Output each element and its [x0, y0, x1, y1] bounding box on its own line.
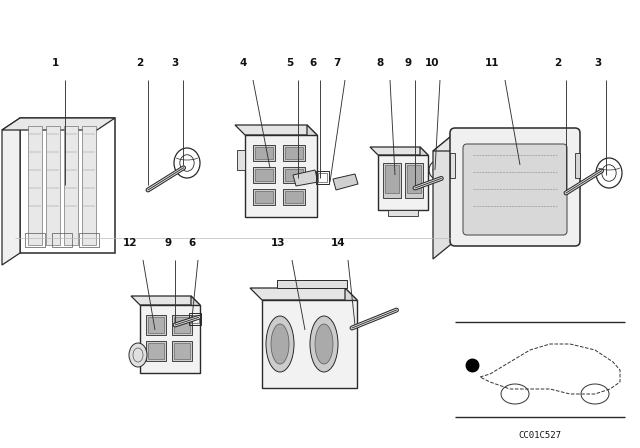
Polygon shape [293, 170, 318, 186]
Text: 2: 2 [554, 58, 562, 68]
Polygon shape [250, 288, 357, 300]
Bar [237, 150, 245, 170]
Polygon shape [433, 133, 455, 259]
Text: 2: 2 [136, 58, 143, 68]
Bar [283, 145, 305, 161]
Bar [140, 305, 200, 373]
Bar [262, 300, 357, 388]
Text: 8: 8 [376, 58, 383, 68]
Bar [253, 167, 275, 183]
Bar [285, 147, 303, 159]
Bar [79, 233, 99, 247]
Bar [450, 153, 455, 178]
Bar [575, 153, 580, 178]
Text: 4: 4 [239, 58, 246, 68]
Polygon shape [2, 118, 20, 265]
Ellipse shape [129, 343, 147, 367]
Ellipse shape [271, 324, 289, 364]
Text: 12: 12 [123, 238, 137, 248]
Bar [146, 341, 166, 361]
Bar [285, 191, 303, 203]
Polygon shape [370, 147, 428, 155]
Bar [82, 126, 96, 245]
Text: 10: 10 [425, 58, 439, 68]
Text: 11: 11 [484, 58, 499, 68]
Bar [253, 189, 275, 205]
Bar [255, 147, 273, 159]
Bar [283, 167, 305, 183]
Bar [318, 173, 327, 182]
Text: 13: 13 [271, 238, 285, 248]
Bar [255, 169, 273, 181]
Text: 6: 6 [309, 58, 317, 68]
Bar [174, 317, 190, 333]
Ellipse shape [315, 324, 333, 364]
Bar [407, 165, 421, 193]
Bar [25, 233, 45, 247]
Text: 1: 1 [51, 58, 59, 68]
FancyBboxPatch shape [450, 128, 580, 246]
Bar [189, 313, 201, 325]
Text: 3: 3 [595, 58, 602, 68]
Bar [148, 317, 164, 333]
Bar [64, 126, 78, 245]
Bar [46, 126, 60, 245]
Polygon shape [307, 125, 317, 217]
Bar [172, 341, 192, 361]
Polygon shape [2, 118, 115, 130]
Polygon shape [433, 133, 575, 151]
Bar [285, 169, 303, 181]
Text: CC01C527: CC01C527 [518, 431, 561, 440]
Text: 3: 3 [172, 58, 179, 68]
Ellipse shape [310, 316, 338, 372]
Polygon shape [333, 174, 358, 190]
Bar [20, 118, 115, 253]
Bar [28, 126, 42, 245]
Bar [383, 163, 401, 198]
Polygon shape [131, 296, 200, 305]
Polygon shape [235, 125, 317, 135]
Bar [191, 315, 199, 323]
Bar [174, 343, 190, 359]
Text: 5: 5 [286, 58, 294, 68]
Bar [388, 210, 418, 216]
Bar [245, 135, 317, 217]
Bar [52, 233, 72, 247]
Bar [172, 315, 192, 335]
Bar [316, 171, 329, 184]
Bar [283, 189, 305, 205]
Ellipse shape [266, 316, 294, 372]
Text: 9: 9 [404, 58, 412, 68]
Text: 7: 7 [333, 58, 340, 68]
Bar [146, 315, 166, 335]
Bar [378, 155, 428, 210]
Text: 6: 6 [188, 238, 196, 248]
Polygon shape [420, 147, 428, 210]
Bar [385, 165, 399, 193]
Bar [405, 163, 423, 198]
Bar [148, 343, 164, 359]
FancyBboxPatch shape [463, 144, 567, 235]
Bar [255, 191, 273, 203]
Bar [253, 145, 275, 161]
Text: 14: 14 [331, 238, 346, 248]
Polygon shape [345, 288, 357, 388]
Bar [277, 280, 347, 288]
Text: 9: 9 [164, 238, 172, 248]
Polygon shape [191, 296, 200, 373]
